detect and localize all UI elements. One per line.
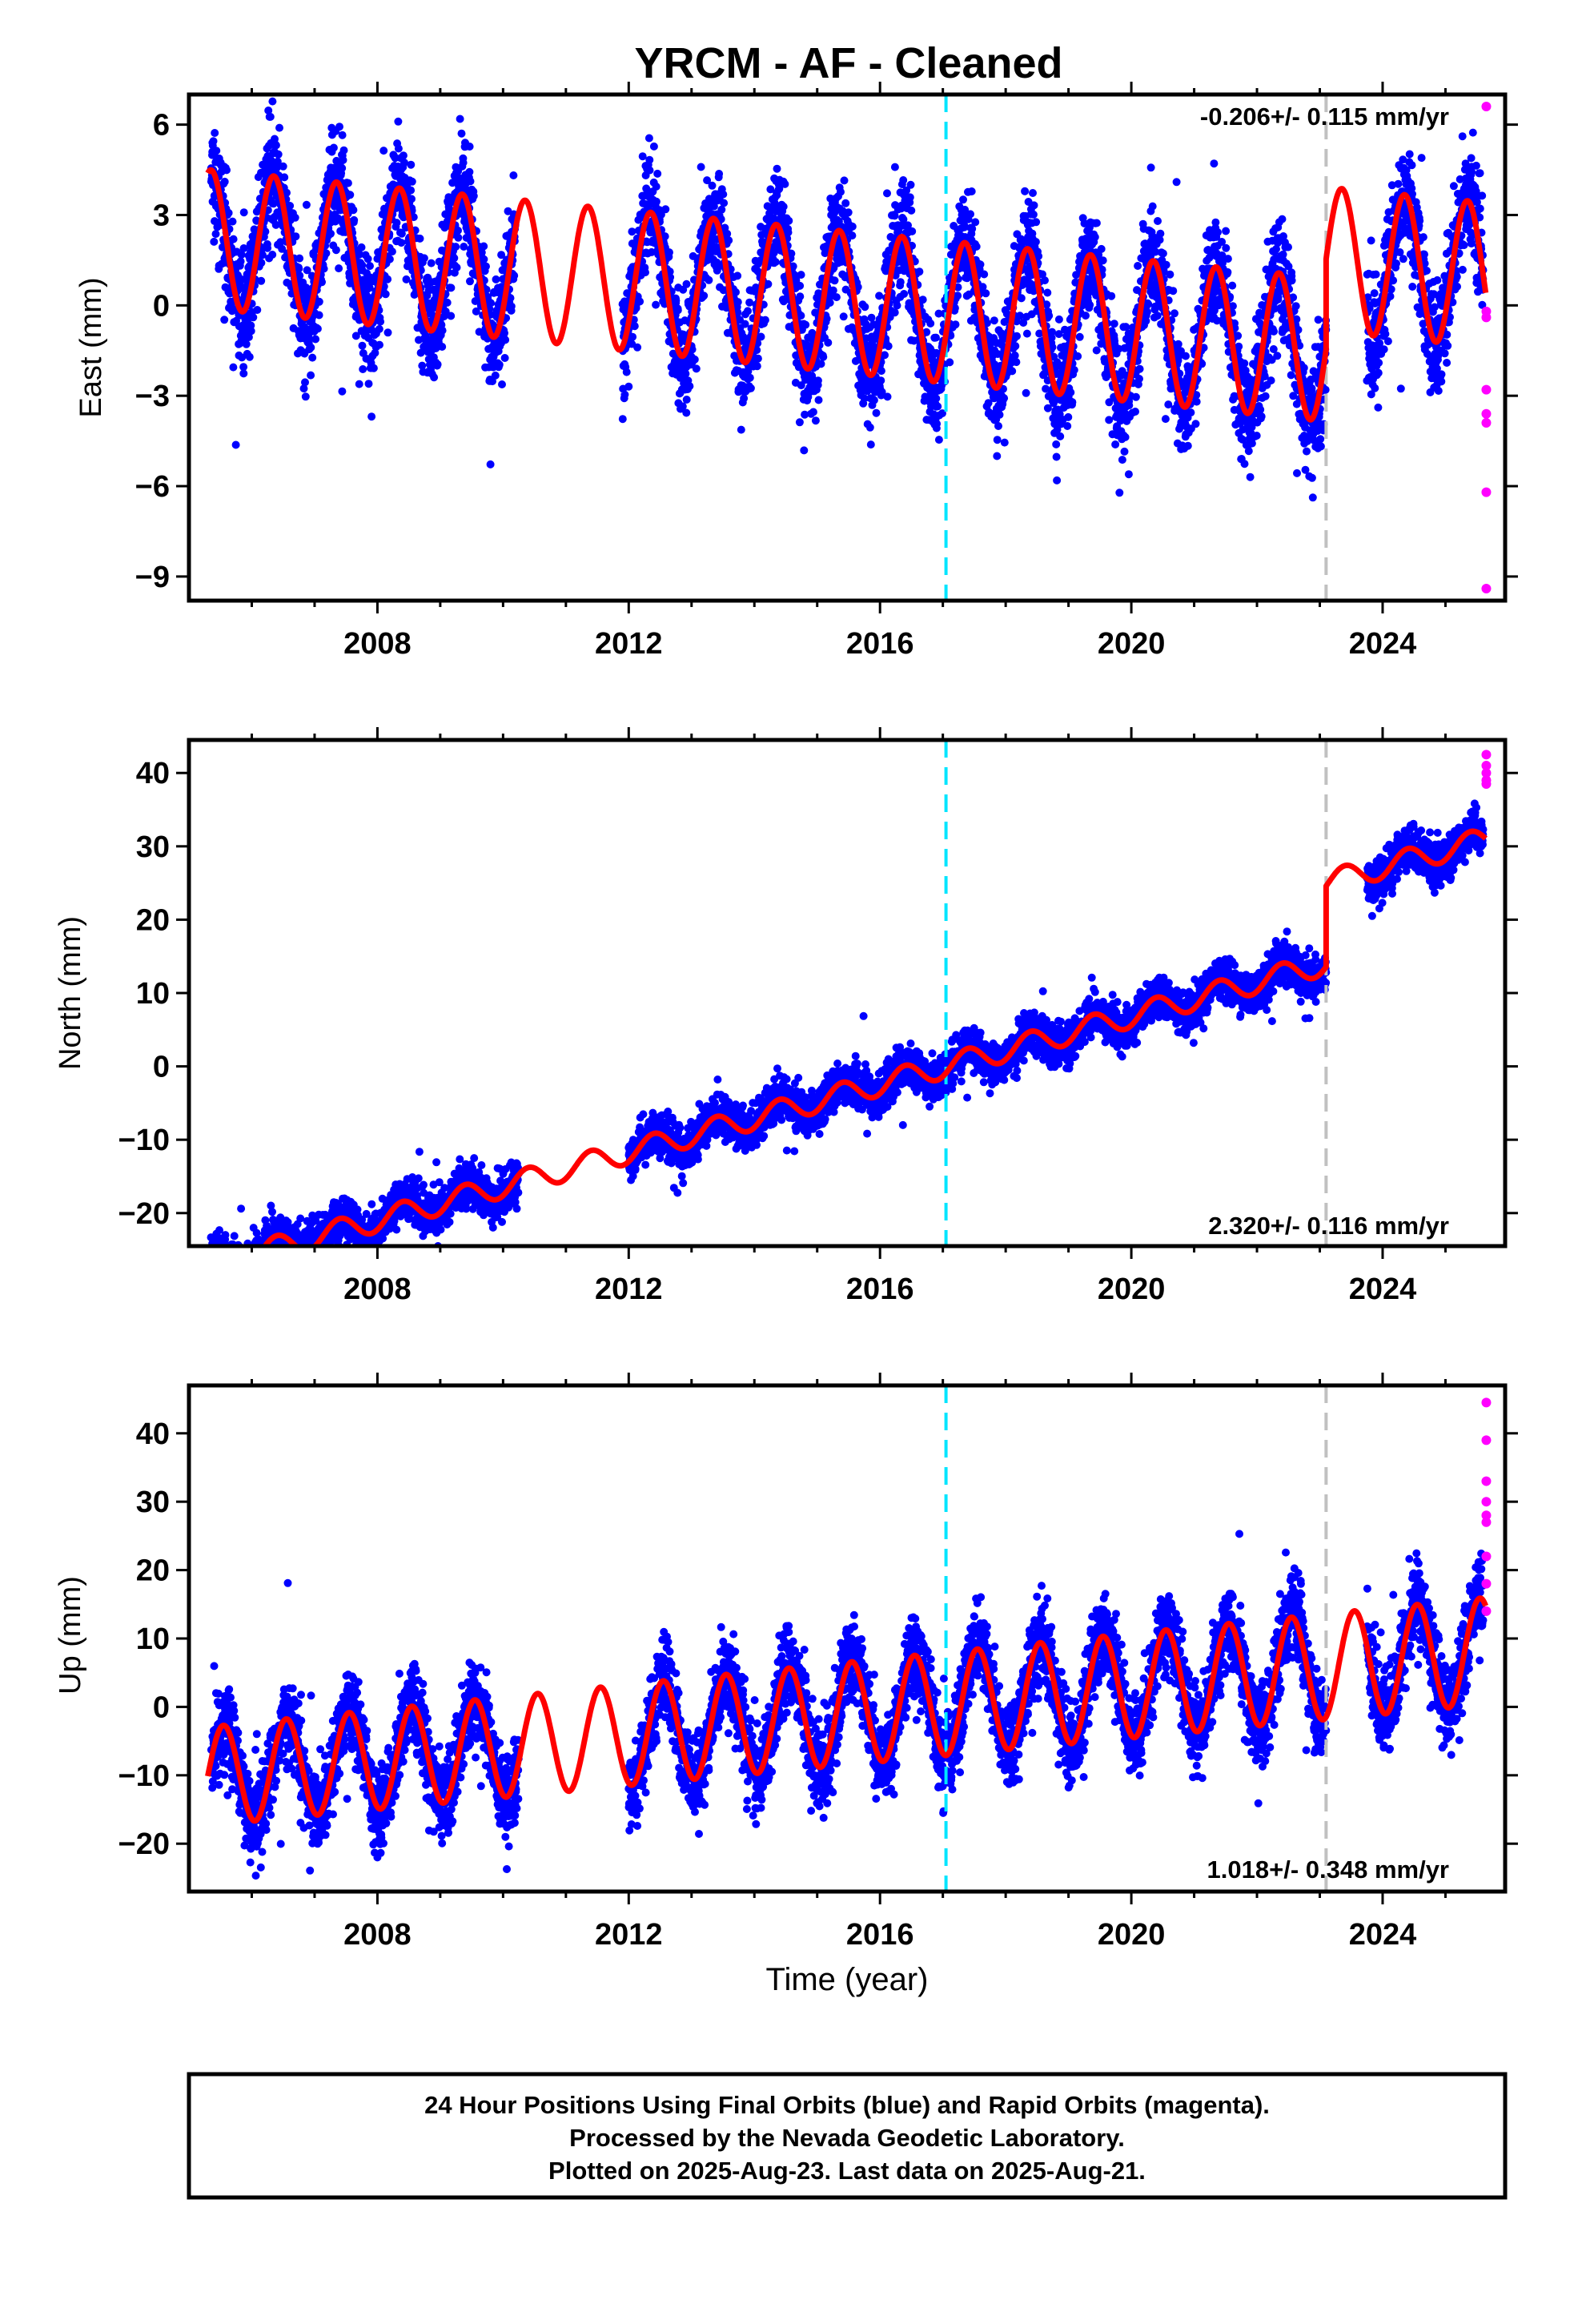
up-rate-label: 1.018+/- 0.348 mm/yr [1207,1856,1449,1884]
north-x-tick-label: 2012 [595,1273,663,1306]
east-axis-label: East (mm) [74,277,108,417]
up-final-point-cloud [207,1530,1488,1880]
north-y-tick-label: 30 [136,830,170,864]
up-x-tick-label: 2012 [595,1918,663,1952]
up-axis-label: Up (mm) [54,1576,87,1695]
up-y-tick-label: −10 [118,1759,170,1793]
x-axis-label: Time (year) [766,1962,929,1997]
up-x-tick-label: 2016 [846,1918,914,1952]
up-y-tick-label: −20 [118,1827,170,1861]
up-y-tick-label: 0 [153,1691,170,1724]
east-y-tick-label: 3 [153,199,170,232]
footer-line-1: 24 Hour Positions Using Final Orbits (bl… [424,2091,1270,2119]
up-x-tick-label: 2020 [1098,1918,1166,1952]
east-x-tick-label: 2008 [343,627,412,661]
east-y-tick-label: 0 [153,289,170,323]
chart-title: YRCM - AF - Cleaned [634,39,1062,87]
up-rapid-point [1481,1606,1491,1616]
up-rapid-point [1481,1397,1491,1407]
north-y-tick-label: 20 [136,903,170,937]
east-x-tick-label: 2024 [1349,627,1417,661]
north-rapid-point [1481,750,1491,759]
footer-box: 24 Hour Positions Using Final Orbits (bl… [189,2074,1505,2197]
east-rapid-point [1481,409,1491,419]
east-y-tick-label: 6 [153,109,170,143]
north-rapid-points [1481,750,1491,789]
up-y-tick-label: 20 [136,1554,170,1588]
up-y-tick-label: 10 [136,1622,170,1656]
up-y-tick-label: 30 [136,1486,170,1519]
north-panel: 2008 2012 2016 2020 2024 40 30 20 10 0 −10 −20 North… [54,727,1518,1306]
footer-line-3: Plotted on 2025-Aug-23. Last data on 202… [548,2157,1146,2185]
up-rapid-point [1481,1579,1491,1589]
north-y-tick-label: 0 [153,1051,170,1084]
east-rapid-point [1481,418,1491,428]
east-rapid-point [1481,385,1491,395]
east-plot-frame [189,94,1505,601]
north-x-tick-label: 2016 [846,1273,914,1306]
north-y-tick-label: −10 [118,1124,170,1157]
east-rate-label: -0.206+/- 0.115 mm/yr [1200,103,1449,131]
east-final-point-cloud [207,67,1488,502]
east-rapid-point [1481,584,1491,593]
north-rapid-point [1481,779,1491,789]
north-y-tick-label: 40 [136,757,170,790]
up-rapid-point [1481,1435,1491,1445]
east-y-tick-label: −9 [135,561,170,594]
up-rapid-points [1481,1397,1491,1615]
east-y-tick-label: −3 [135,380,170,413]
east-rapid-point [1481,312,1491,322]
north-axis-label: North (mm) [54,916,87,1070]
east-rapid-point [1481,488,1491,497]
up-rapid-point [1481,1552,1491,1562]
up-x-tick-label: 2008 [343,1918,412,1952]
north-rate-label: 2.320+/- 0.116 mm/yr [1208,1212,1449,1240]
up-rapid-point [1481,1477,1491,1486]
north-x-tick-label: 2008 [343,1273,412,1306]
east-y-tick-label: −6 [135,470,170,504]
east-panel: 2008 2012 2016 2020 2024 6 3 0 −3 −6 −9 East (mm) -0… [74,67,1518,661]
east-final-points [207,67,1488,502]
north-x-tick-label: 2024 [1349,1273,1417,1306]
north-model-fit-line [208,831,1486,1268]
footer-line-2: Processed by the Nevada Geodetic Laborat… [569,2124,1125,2152]
up-y-tick-label: 40 [136,1417,170,1451]
east-x-tick-label: 2016 [846,627,914,661]
up-x-tick-label: 2024 [1349,1918,1417,1952]
up-rapid-point [1481,1518,1491,1527]
north-y-tick-label: −20 [118,1197,170,1231]
up-panel: 2008 2012 2016 2020 2024 40 30 20 10 0 −10 −20 Up (m… [54,1373,1518,1952]
north-y-tick-label: 10 [136,977,170,1011]
east-rapid-point [1481,102,1491,111]
up-final-points [207,1530,1488,1880]
east-x-tick-label: 2020 [1098,627,1166,661]
up-rapid-point [1481,1497,1491,1506]
north-x-tick-label: 2020 [1098,1273,1166,1306]
east-x-tick-label: 2012 [595,627,663,661]
